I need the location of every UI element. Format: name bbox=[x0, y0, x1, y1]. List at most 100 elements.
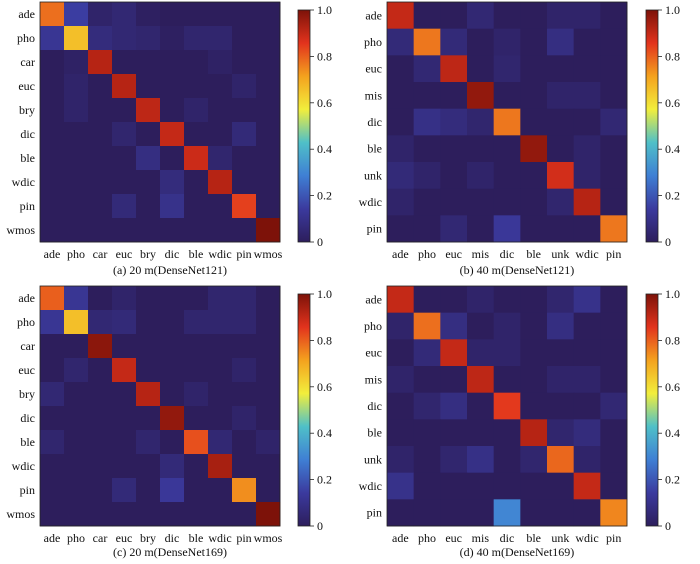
heatmap-cell-pho-bry bbox=[136, 310, 161, 335]
x-tick-label: pho bbox=[67, 247, 85, 261]
x-tick-label: bry bbox=[140, 247, 156, 261]
heatmap-cell-car-ade bbox=[40, 50, 65, 75]
heatmap-cell-pho-dic bbox=[160, 310, 185, 335]
heatmap-cell-pho-pin bbox=[600, 312, 628, 340]
heatmap-cell-car-pin bbox=[232, 50, 257, 75]
heatmap-cell-pin-wdic bbox=[573, 499, 601, 527]
x-tick-label: car bbox=[93, 531, 108, 545]
heatmap-cell-euc-ble bbox=[184, 358, 209, 383]
heatmap-cell-ble-dic bbox=[493, 135, 521, 163]
heatmap-cell-mis-ade bbox=[387, 366, 415, 394]
colorbar-gradient bbox=[297, 9, 311, 243]
heatmap-cell-wdic-car bbox=[88, 454, 113, 479]
heatmap-cell-car-pho bbox=[64, 50, 89, 75]
heatmap-cell-mis-ade bbox=[387, 82, 415, 110]
heatmap-cell-car-dic bbox=[160, 50, 185, 75]
y-tick-label: pho bbox=[364, 35, 382, 49]
heatmap-cell-euc-wmos bbox=[256, 74, 281, 99]
heatmap-cell-unk-unk bbox=[547, 446, 575, 474]
x-tick-label: wmos bbox=[254, 531, 283, 545]
heatmap-cell-euc-car bbox=[88, 74, 113, 99]
heatmap-cell-car-bry bbox=[136, 50, 161, 75]
x-tick-label: ble bbox=[189, 531, 204, 545]
y-tick-label: bry bbox=[19, 103, 35, 117]
x-tick-label: euc bbox=[116, 247, 133, 261]
y-tick-label: pin bbox=[20, 483, 35, 497]
heatmap-cell-pho-pho bbox=[64, 26, 89, 51]
heatmap-cell-bry-ble bbox=[184, 382, 209, 407]
colorbar-tick-label: 1.0 bbox=[665, 287, 680, 301]
x-tick-label: ade bbox=[44, 531, 61, 545]
heatmap-cell-pho-pin bbox=[232, 26, 257, 51]
heatmap-cell-pho-pho bbox=[413, 312, 441, 340]
colorbar-tick-label: 0.8 bbox=[317, 333, 332, 347]
heatmap-cell-wdic-wdic bbox=[208, 454, 233, 479]
heatmap-cell-ade-pin bbox=[232, 286, 257, 311]
y-tick-label: bry bbox=[19, 387, 35, 401]
heatmap-cell-wdic-car bbox=[88, 170, 113, 195]
heatmap-cell-car-wdic bbox=[208, 50, 233, 75]
x-tick-label: euc bbox=[445, 247, 462, 261]
heatmap-cell-pin-dic bbox=[493, 215, 521, 243]
x-tick-label: ble bbox=[189, 247, 204, 261]
heatmap-cell-euc-dic bbox=[493, 55, 521, 83]
heatmap-cell-pho-unk bbox=[547, 312, 575, 340]
heatmap-cell-pin-ble bbox=[184, 194, 209, 219]
x-tick-label: bry bbox=[140, 531, 156, 545]
x-tick-label: ble bbox=[526, 531, 541, 545]
heatmap-cell-bry-ade bbox=[40, 382, 65, 407]
heatmap-cell-unk-ble bbox=[520, 162, 548, 190]
heatmap-cell-ade-ade bbox=[387, 2, 415, 30]
heatmap-cell-pin-euc bbox=[440, 499, 468, 527]
heatmap-cell-wdic-pin bbox=[232, 454, 257, 479]
heatmap-cell-wdic-ble bbox=[184, 454, 209, 479]
heatmap-cell-pin-ble bbox=[520, 499, 548, 527]
heatmap-cell-wdic-bry bbox=[136, 454, 161, 479]
heatmap-cell-pin-pho bbox=[413, 215, 441, 243]
x-tick-label: wdic bbox=[575, 247, 598, 261]
heatmap-cell-ade-euc bbox=[112, 2, 137, 27]
heatmap-cell-wmos-euc bbox=[112, 218, 137, 243]
heatmap-cell-euc-mis bbox=[467, 55, 495, 83]
heatmap-cell-wdic-wdic bbox=[208, 170, 233, 195]
y-tick-label: mis bbox=[365, 372, 383, 386]
heatmap-cell-wmos-dic bbox=[160, 218, 185, 243]
panel-caption: (d) 40 m(DenseNet169) bbox=[460, 545, 575, 559]
heatmap-cell-euc-unk bbox=[547, 339, 575, 367]
colorbar-tick-label: 0.6 bbox=[665, 96, 680, 110]
x-tick-label: pho bbox=[418, 531, 436, 545]
heatmap-cell-pin-bry bbox=[136, 478, 161, 503]
heatmap-cell-pho-ade bbox=[387, 28, 415, 56]
x-tick-label: pin bbox=[236, 531, 251, 545]
colorbar-gradient bbox=[297, 293, 311, 527]
heatmap-cell-dic-pho bbox=[64, 406, 89, 431]
heatmap-cell-ble-bry bbox=[136, 430, 161, 455]
heatmap-cell-mis-euc bbox=[440, 366, 468, 394]
heatmap-cell-unk-mis bbox=[467, 446, 495, 474]
heatmap-cell-car-wmos bbox=[256, 50, 281, 75]
heatmap-cell-unk-ble bbox=[520, 446, 548, 474]
heatmap-cell-wdic-dic bbox=[160, 170, 185, 195]
heatmap-cell-euc-ade bbox=[387, 55, 415, 83]
x-tick-label: car bbox=[93, 247, 108, 261]
x-tick-label: pin bbox=[606, 531, 621, 545]
y-tick-label: ble bbox=[20, 151, 35, 165]
heatmap-cell-pin-bry bbox=[136, 194, 161, 219]
heatmap-cell-ble-ble bbox=[184, 146, 209, 171]
heatmap-cell-pho-pho bbox=[413, 28, 441, 56]
heatmap-cell-ble-pin bbox=[600, 135, 628, 163]
heatmap-cell-ade-wmos bbox=[256, 2, 281, 27]
heatmap-cell-dic-ble bbox=[184, 406, 209, 431]
heatmap-cell-ble-pin bbox=[232, 430, 257, 455]
heatmap-cell-ade-wdic bbox=[573, 2, 601, 30]
heatmap-cell-wmos-car bbox=[88, 502, 113, 527]
heatmap-cell-mis-pin bbox=[600, 366, 628, 394]
heatmap-cell-mis-pin bbox=[600, 82, 628, 110]
heatmap-cell-ble-ade bbox=[40, 146, 65, 171]
heatmap-cell-wdic-pin bbox=[600, 188, 628, 216]
heatmap-cell-mis-euc bbox=[440, 82, 468, 110]
colorbar-tick-label: 0.2 bbox=[317, 473, 332, 487]
heatmap-cell-car-ble bbox=[184, 50, 209, 75]
heatmap-cell-pin-dic bbox=[160, 194, 185, 219]
heatmap-cell-dic-ade bbox=[387, 108, 415, 136]
